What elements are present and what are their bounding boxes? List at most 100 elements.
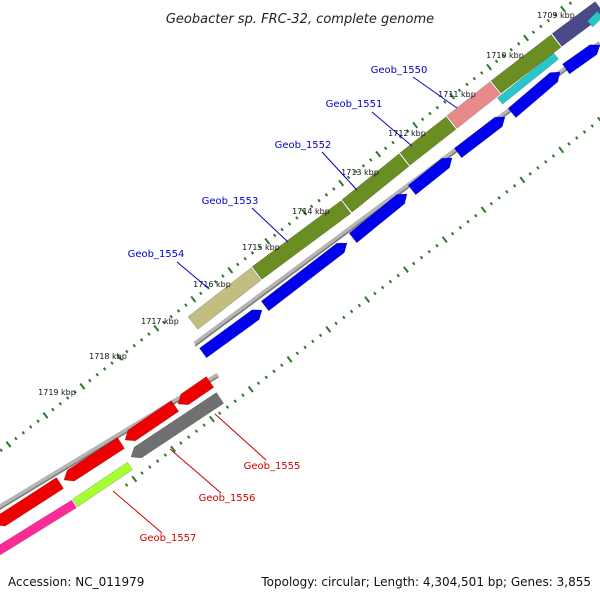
outer-ring-dot: [221, 274, 225, 278]
tick-label: 1713 kbp: [341, 168, 379, 177]
outer-ring-dot: [73, 390, 77, 394]
inner-ring-dot: [435, 243, 439, 248]
outer-ring-dot: [42, 411, 49, 419]
inner-ring-dot: [489, 201, 494, 206]
outer-ring-dot: [539, 24, 543, 29]
outer-ring-dot: [553, 13, 558, 17]
outer-ring-dot: [125, 349, 129, 354]
outer-ring-dot: [332, 187, 336, 191]
gene-feature: [124, 400, 180, 442]
inner-ring-dot: [528, 172, 532, 176]
gene-feature: [348, 193, 408, 244]
tick-label: 1712 kbp: [388, 129, 426, 138]
inner-ring-dot: [597, 116, 600, 122]
inner-dotted-ring: [124, 116, 600, 487]
gene-feature: [407, 157, 453, 196]
gene-label[interactable]: Geob_1551: [326, 99, 383, 110]
inner-ring-dot: [163, 453, 168, 457]
outer-ring-dot: [95, 372, 99, 377]
inner-ring-dot: [497, 195, 501, 200]
inner-ring-dot: [519, 176, 526, 184]
outer-ring-dot: [391, 140, 395, 145]
gene-feature: [199, 309, 263, 359]
inner-ring-dot: [256, 381, 261, 386]
tick-label: 1716 kbp: [193, 280, 231, 289]
outer-ring-dot: [21, 430, 26, 435]
outer-ring-dot: [28, 425, 33, 429]
gene-feature: [446, 81, 501, 129]
gene-label[interactable]: Geob_1550: [371, 65, 428, 76]
outer-ring-dot: [184, 303, 188, 307]
outer-ring-dot: [258, 245, 262, 249]
inner-ring-dot: [551, 154, 556, 158]
outer-ring-dot: [116, 353, 123, 361]
outer-ring-dot: [236, 262, 240, 267]
gene-feature: [72, 461, 133, 508]
outer-ring-dot: [264, 237, 271, 245]
inner-ring-dot: [480, 206, 487, 214]
outer-ring-dot: [494, 59, 499, 64]
outer-ring-dot: [102, 367, 107, 371]
inner-ring-dot: [558, 146, 565, 154]
inner-ring-dot: [272, 369, 276, 374]
inner-ring-dot: [567, 142, 571, 146]
outer-ring-dot: [176, 309, 181, 313]
gene-feature: [399, 116, 457, 166]
gene-feature: [0, 477, 64, 527]
outer-ring-dot: [428, 111, 432, 116]
inner-ring-dot: [543, 160, 548, 164]
inner-ring-dot: [441, 236, 448, 244]
inner-ring-dot: [179, 441, 183, 445]
inner-ring-dot: [247, 385, 254, 393]
gene-label[interactable]: Geob_1554: [128, 249, 185, 260]
inner-ring-dot: [140, 471, 144, 475]
outer-ring-dot: [486, 63, 493, 71]
gene-feature: [187, 267, 262, 330]
gene-label[interactable]: Geob_1557: [140, 533, 197, 544]
outer-ring-dot: [523, 34, 530, 42]
tick-label: 1715 kbp: [242, 243, 280, 252]
outer-ring-dot: [14, 436, 18, 441]
outer-ring-dot: [546, 18, 550, 23]
gene-feature: [0, 499, 77, 556]
outer-ring-dot: [361, 163, 366, 168]
gene-label-leader: [176, 261, 209, 289]
inner-ring-dot: [202, 423, 206, 427]
outer-ring-dot: [5, 441, 12, 448]
gene-features: [0, 1, 600, 556]
gene-feature: [586, 10, 600, 28]
inner-ring-dot: [512, 184, 517, 188]
inner-ring-dot: [318, 333, 323, 338]
gene-label[interactable]: Geob_1553: [202, 196, 259, 207]
tick-label: 1714 kbp: [292, 207, 330, 216]
inner-ring-dot: [357, 303, 362, 308]
outer-ring-dot: [58, 401, 62, 406]
gene-label[interactable]: Geob_1552: [275, 140, 332, 151]
outer-ring-dot: [139, 338, 144, 342]
inner-ring-dot: [233, 399, 237, 403]
gene-feature: [177, 376, 215, 406]
inner-ring-dot: [124, 483, 129, 487]
inner-ring-dot: [217, 411, 222, 415]
gene-feature: [551, 1, 600, 47]
outer-ring-dot: [420, 117, 425, 122]
inner-ring-dot: [403, 266, 409, 273]
outer-ring-dot: [88, 378, 92, 383]
gene-feature: [453, 116, 506, 159]
gene-label-leader: [321, 151, 358, 191]
inner-ring-dot: [373, 291, 377, 296]
gene-label-leader: [251, 207, 289, 243]
gene-feature: [130, 392, 225, 459]
gene-label-leaders: [112, 76, 458, 534]
tick-label: 1710 kbp: [486, 51, 524, 60]
outer-dotted-ring: [0, 1, 573, 452]
inner-ring-dot: [280, 363, 284, 368]
inner-ring-dot: [225, 405, 230, 409]
inner-ring-dot: [186, 435, 191, 439]
inner-ring-dot: [325, 326, 332, 333]
gene-label[interactable]: Geob_1555: [244, 461, 301, 472]
outer-ring-dot: [199, 291, 203, 296]
inner-ring-dot: [536, 166, 540, 170]
gene-label[interactable]: Geob_1556: [199, 493, 256, 504]
outer-ring-dot: [162, 320, 166, 325]
